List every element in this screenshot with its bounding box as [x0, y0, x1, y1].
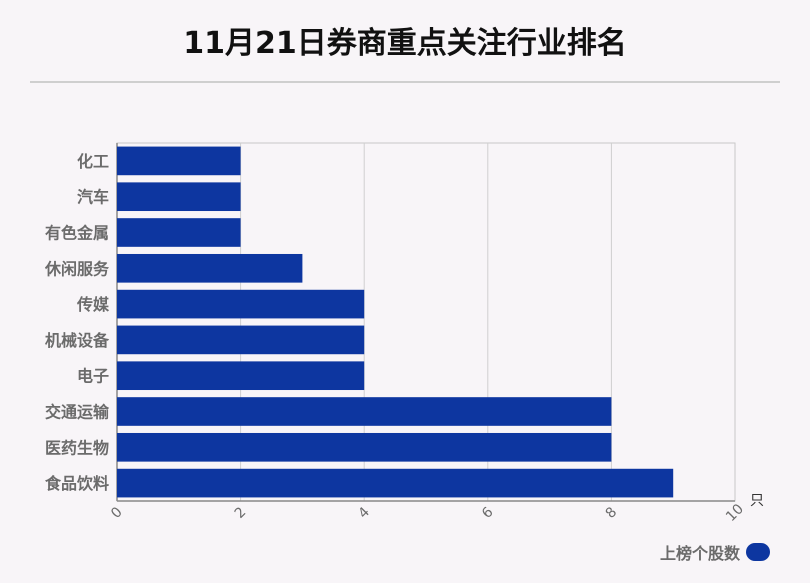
- y-category-label: 传媒: [76, 295, 110, 314]
- bar: [117, 397, 612, 426]
- x-tick-label: 6: [479, 504, 497, 522]
- y-category-label: 交通运输: [45, 403, 110, 422]
- x-tick-label: 4: [355, 504, 373, 522]
- bar: [117, 182, 241, 212]
- bar: [117, 218, 241, 247]
- y-category-label: 有色金属: [45, 224, 109, 243]
- x-unit-label: 只: [750, 493, 764, 509]
- y-category-label: 医药生物: [45, 438, 109, 457]
- y-category-label: 食品饮料: [44, 474, 109, 493]
- title-divider: [30, 81, 780, 83]
- y-category-label: 化工: [77, 152, 109, 171]
- y-category-label: 汽车: [77, 188, 109, 207]
- bar: [117, 253, 303, 283]
- x-tick-label: 10: [723, 501, 747, 525]
- x-tick-label: 2: [232, 504, 250, 522]
- y-category-label: 电子: [77, 367, 109, 386]
- bar: [117, 432, 612, 462]
- bar: [117, 361, 365, 391]
- bar: [117, 325, 365, 355]
- legend-swatch: [746, 543, 770, 561]
- x-tick-label: 8: [603, 504, 621, 522]
- legend: 上榜个股数: [660, 540, 770, 564]
- y-category-label: 休闲服务: [44, 259, 110, 278]
- bar: [117, 146, 241, 176]
- legend-label: 上榜个股数: [659, 544, 740, 563]
- bar: [117, 468, 674, 498]
- chart-title: 11月21日券商重点关注行业排名: [183, 26, 627, 61]
- x-tick-label: 0: [108, 504, 126, 522]
- y-category-label: 机械设备: [45, 331, 110, 350]
- bar: [117, 289, 365, 319]
